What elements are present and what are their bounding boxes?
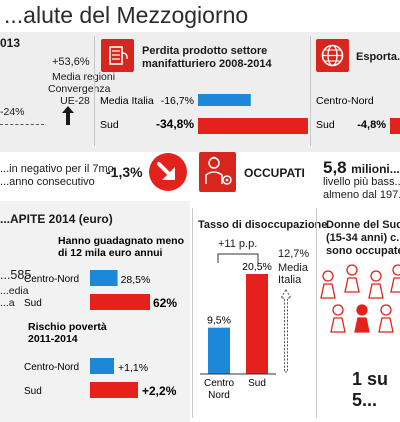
media-italia-arrow <box>280 289 292 373</box>
bar <box>246 274 268 374</box>
chart-title-line: Rischio povertà <box>28 322 107 333</box>
donne-text-3: sono occupate... <box>326 245 400 257</box>
person-icon <box>320 283 336 299</box>
person-icon <box>354 317 370 333</box>
media-italia-label-2: Italia <box>278 274 302 286</box>
value-label: 9,5% <box>207 315 231 327</box>
bar <box>208 327 230 374</box>
pil-value-top: +53,6% <box>52 56 90 68</box>
person-icon <box>356 304 368 316</box>
category-label: Nord <box>208 390 230 401</box>
person-icon <box>392 264 400 276</box>
pil-caption-1: Media regioni <box>52 71 116 83</box>
category-label: Centro <box>204 378 234 389</box>
bar <box>390 118 400 134</box>
manifatturiero-title-2: manifatturiero 2008-2014 <box>142 58 272 70</box>
delta-bracket <box>217 253 259 263</box>
chart-export: Centro-Nord Sud -4,8% <box>316 95 400 134</box>
value-label: +1,1% <box>118 362 148 374</box>
category-label: Sud <box>248 378 266 389</box>
bar <box>90 270 118 286</box>
person-icon <box>380 304 392 316</box>
person-icon <box>368 283 384 299</box>
divider <box>192 208 193 418</box>
donne-ratio: 1 su 5... <box>352 369 389 410</box>
chart-title-line: Hanno guadagnato meno <box>58 236 184 247</box>
people-pictogram <box>320 264 400 333</box>
category-label: Centro-Nord <box>24 362 79 373</box>
pil-caption-3: UE-28 <box>60 95 90 107</box>
category-label: Centro-Nord <box>24 274 79 285</box>
value-label: 62% <box>153 296 177 310</box>
media-italia-value: 12,7% <box>278 248 310 260</box>
factory-spool-icon <box>101 39 134 72</box>
person-icon <box>390 277 400 293</box>
occupati-sub-2: almeno dal 197... <box>323 189 400 201</box>
divider <box>94 36 95 146</box>
bar <box>90 358 114 374</box>
person-icon <box>370 270 382 282</box>
arrow-down-right-icon <box>146 152 190 192</box>
manifatturiero-title-1: Perdita prodotto settore <box>142 45 268 57</box>
crescita-text-1: ...in negativo per il 7mo <box>0 163 114 175</box>
disoccupazione-delta: +11 p.p. <box>218 238 258 250</box>
person-icon <box>330 317 346 333</box>
occupati-unit: milioni... <box>351 162 400 176</box>
value-label: -16,7% <box>161 95 194 107</box>
occupati-label: OCCUPATI <box>244 166 305 180</box>
person-icon <box>322 270 334 282</box>
reddito-left-value: ...585 <box>0 268 32 282</box>
person-icon <box>332 304 344 316</box>
category-label: Sud <box>316 119 335 131</box>
divider <box>316 208 317 418</box>
export-title: Esporta... <box>356 51 400 63</box>
reddito-heading: ...APITE 2014 (euro) <box>0 212 113 226</box>
globe-icon <box>316 39 349 72</box>
value-label: +2,2% <box>142 384 177 398</box>
value-label: -4,8% <box>357 119 386 131</box>
category-label: Sud <box>24 298 42 309</box>
person-icon <box>344 277 360 293</box>
donne-text-1: Donne del Sud... <box>326 219 400 231</box>
category-label: Sud <box>100 119 119 131</box>
occupati-sub-1: livello più bass... <box>323 176 400 188</box>
chart-manifatturiero: Media Italia -16,7% Sud -34,8% <box>100 94 308 134</box>
chart-title-line: di 12 mila euro annui <box>58 247 163 259</box>
bar <box>90 294 150 310</box>
pil-year: 013 <box>0 36 21 50</box>
bar <box>90 382 138 398</box>
occupati-value: 5,8 <box>323 158 347 177</box>
donne-text-2: (15-34 anni) c... <box>326 232 400 244</box>
pil-value-bottom: -24% <box>0 106 25 118</box>
value-label: -34,8% <box>156 117 194 131</box>
chart-title-line: 2011-2014 <box>28 333 78 345</box>
disoccupazione-title: Tasso di disoccupazione <box>198 219 328 231</box>
category-label: Media Italia <box>100 95 154 107</box>
person-icon <box>378 317 394 333</box>
pil-dashed-line <box>0 124 44 125</box>
occupati-value-line: 5,8 milioni... <box>323 158 400 178</box>
person-icon <box>346 264 358 276</box>
bar <box>198 94 251 106</box>
page-title: ...alute del Mezzogiorno <box>4 2 249 28</box>
crescita-text-2: ...anno consecutivo <box>0 176 95 188</box>
reddito-left-caption-2: ...a <box>0 297 15 309</box>
up-arrow-icon <box>62 106 74 125</box>
value-label: 20,5% <box>242 261 272 273</box>
reddito-left-caption-1: ...edia <box>0 285 29 297</box>
value-label: 28,5% <box>121 274 151 286</box>
bar <box>198 118 308 134</box>
media-italia-label-1: Media <box>278 262 308 274</box>
category-label: Sud <box>24 386 42 397</box>
divider <box>310 36 311 146</box>
crescita-value: -1,3% <box>106 164 143 180</box>
category-label: Centro-Nord <box>316 95 374 107</box>
worker-gear-icon <box>199 152 236 192</box>
